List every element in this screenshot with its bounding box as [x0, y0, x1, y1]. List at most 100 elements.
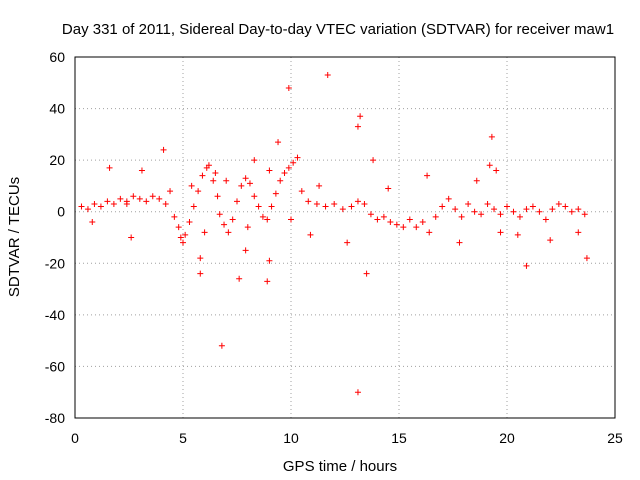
data-point: [523, 206, 529, 212]
data-point: [189, 183, 195, 189]
data-point: [78, 204, 84, 210]
data-point: [107, 165, 113, 171]
data-point: [191, 204, 197, 210]
data-point: [439, 204, 445, 210]
data-point: [150, 193, 156, 199]
data-point: [197, 271, 203, 277]
x-tick-label: 5: [179, 430, 187, 446]
data-point: [186, 219, 192, 225]
data-point: [85, 206, 91, 212]
data-point: [493, 167, 499, 173]
data-point: [331, 201, 337, 207]
data-point: [130, 193, 136, 199]
x-tick-label: 15: [391, 430, 407, 446]
data-point: [530, 204, 536, 210]
data-point: [163, 201, 169, 207]
data-point: [355, 389, 361, 395]
data-point: [176, 224, 182, 230]
data-point: [562, 204, 568, 210]
data-point: [264, 278, 270, 284]
y-axis-label: SDTVAR / TECUs: [6, 177, 23, 297]
data-point: [413, 224, 419, 230]
data-point: [348, 204, 354, 210]
data-point: [487, 162, 493, 168]
data-point: [247, 180, 253, 186]
x-tick-label: 0: [71, 430, 79, 446]
data-point: [137, 196, 143, 202]
data-point: [243, 247, 249, 253]
data-point: [424, 173, 430, 179]
data-point: [230, 216, 236, 222]
grid-lines: [75, 57, 615, 418]
data-point: [433, 214, 439, 220]
data-points: [78, 72, 589, 395]
data-point: [245, 224, 251, 230]
data-point: [128, 235, 134, 241]
data-point: [357, 113, 363, 119]
data-point: [167, 188, 173, 194]
x-tick-label: 25: [607, 430, 623, 446]
data-point: [420, 219, 426, 225]
data-point: [251, 193, 257, 199]
data-point: [323, 204, 329, 210]
data-point: [251, 157, 257, 163]
data-point: [517, 214, 523, 220]
data-point: [236, 276, 242, 282]
data-point: [199, 173, 205, 179]
data-point: [180, 240, 186, 246]
data-point: [238, 183, 244, 189]
data-point: [210, 178, 216, 184]
data-point: [277, 178, 283, 184]
data-point: [485, 201, 491, 207]
data-point: [299, 188, 305, 194]
data-point: [89, 219, 95, 225]
data-point: [465, 201, 471, 207]
x-tick-labels: 0 5 10 15 20 25: [71, 430, 623, 446]
data-point: [104, 198, 110, 204]
data-point: [202, 229, 208, 235]
data-point: [91, 201, 97, 207]
data-point: [156, 196, 162, 202]
data-point: [344, 240, 350, 246]
data-point: [139, 167, 145, 173]
data-point: [282, 170, 288, 176]
data-point: [489, 134, 495, 140]
data-point: [197, 255, 203, 261]
plot-frame: [75, 57, 615, 418]
data-point: [523, 263, 529, 269]
data-point: [364, 271, 370, 277]
data-point: [215, 193, 221, 199]
data-point: [316, 183, 322, 189]
x-axis-label: GPS time / hours: [283, 458, 397, 475]
data-point: [221, 222, 227, 228]
data-point: [361, 201, 367, 207]
y-tick-labels: 60 40 20 0 -20 -40 -60 -80: [45, 49, 65, 426]
data-point: [266, 167, 272, 173]
data-point: [452, 206, 458, 212]
data-point: [498, 211, 504, 217]
data-point: [288, 216, 294, 222]
data-point: [370, 157, 376, 163]
data-point: [234, 198, 240, 204]
data-point: [219, 343, 225, 349]
data-point: [307, 232, 313, 238]
data-point: [269, 204, 275, 210]
data-point: [117, 196, 123, 202]
chart: Day 331 of 2011, Sidereal Day-to-day VTE…: [0, 0, 640, 480]
data-point: [273, 191, 279, 197]
data-point: [498, 229, 504, 235]
data-point: [474, 178, 480, 184]
data-point: [143, 198, 149, 204]
data-point: [355, 198, 361, 204]
y-tick-label: -20: [45, 255, 65, 271]
data-point: [385, 186, 391, 192]
data-point: [98, 204, 104, 210]
data-point: [225, 229, 231, 235]
chart-title: Day 331 of 2011, Sidereal Day-to-day VTE…: [62, 21, 614, 38]
data-point: [510, 209, 516, 215]
data-point: [456, 240, 462, 246]
data-point: [472, 209, 478, 215]
y-tick-label: 0: [57, 204, 65, 220]
data-point: [515, 232, 521, 238]
y-tick-label: 60: [49, 49, 65, 65]
